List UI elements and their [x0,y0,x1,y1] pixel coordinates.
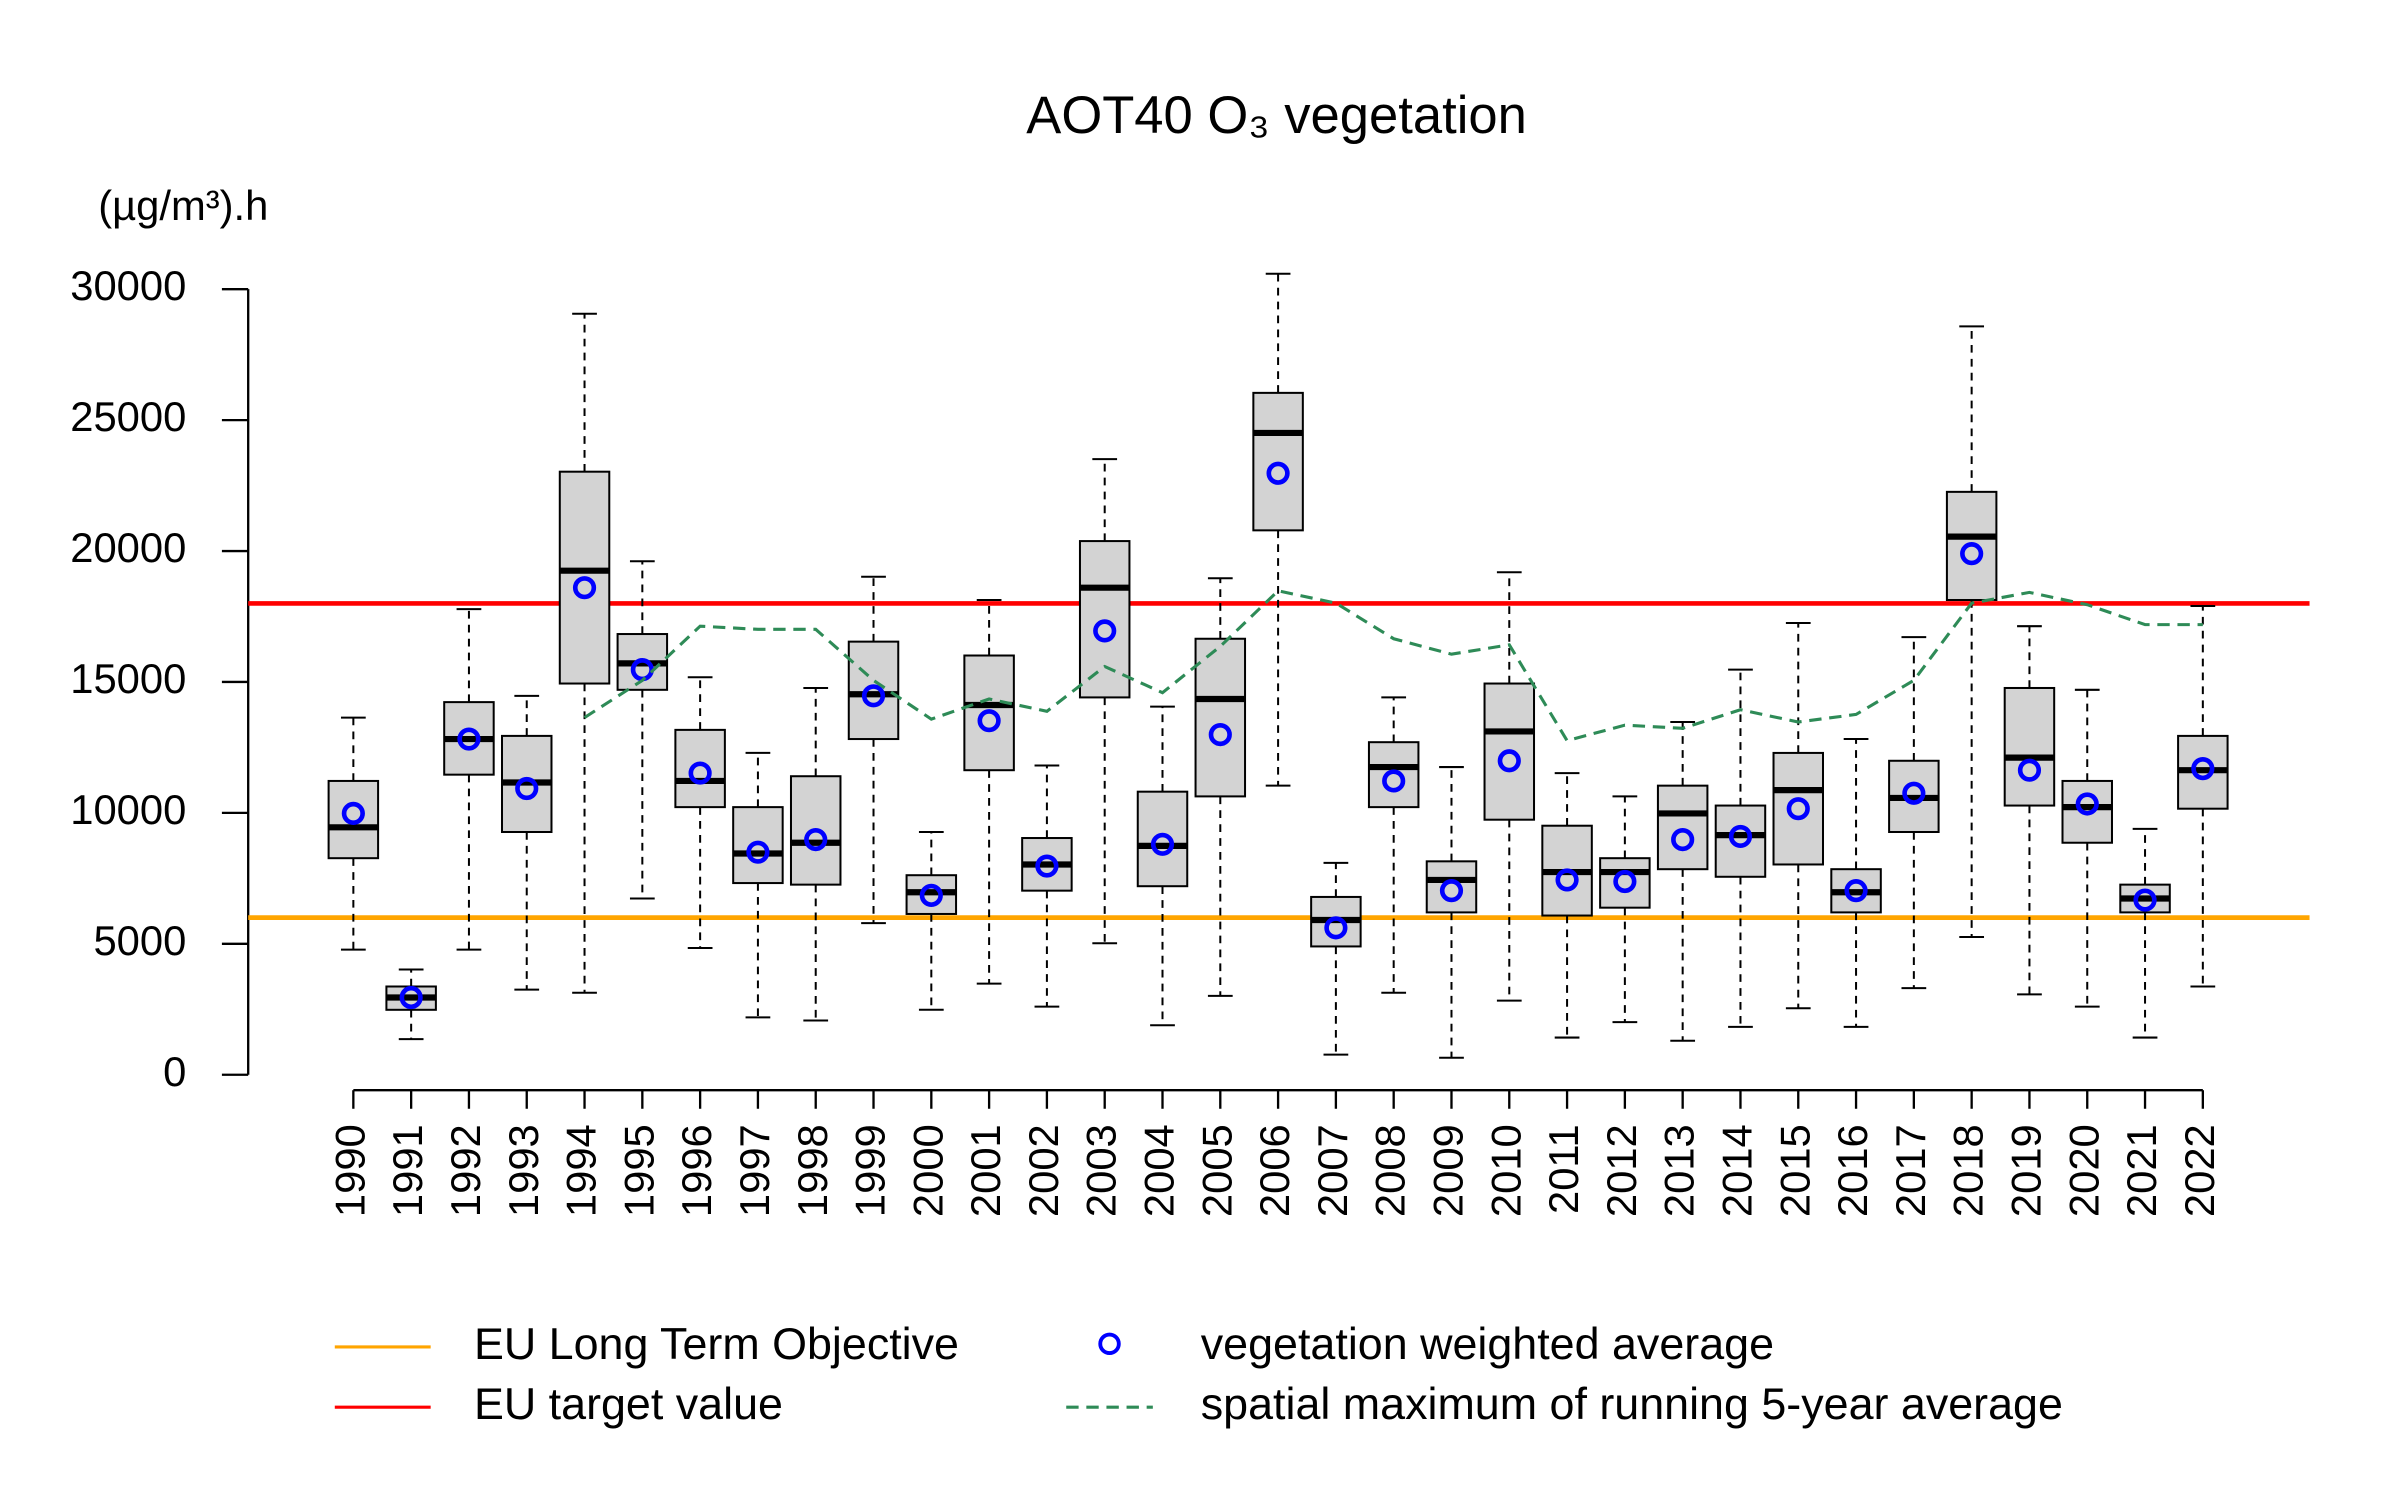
x-tick-label: 1996 [673,1124,720,1217]
mean-point [1613,869,1637,894]
mean-point [1439,879,1464,903]
x-tick-label: 2015 [1771,1124,1818,1217]
mean-point [1150,832,1175,856]
mean-point [1324,916,1348,940]
x-tick-label: 2011 [1540,1124,1587,1214]
x-tick-label: 2002 [1020,1124,1067,1217]
x-tick-label: 2005 [1193,1124,1240,1217]
y-tick-label: 25000 [70,393,186,440]
chart-title: AOT40 O₃ vegetation [1026,86,1527,145]
running-max-line [583,589,2203,743]
mean-point [341,801,365,826]
x-tick-label: 1995 [615,1124,662,1217]
mean-point [399,985,423,1010]
box [1656,784,1709,871]
mean-point [1266,461,1290,485]
box [1367,741,1420,809]
mean-point [1035,854,1059,878]
x-tick-label: 2010 [1482,1124,1529,1217]
x-tick-label: 2016 [1829,1124,1876,1217]
legend-label: vegetation weighted average [1201,1318,1774,1369]
mean-point [457,727,481,751]
mean-point [572,576,597,600]
x-tick-label: 1999 [847,1124,894,1217]
box [847,640,900,741]
mean-point [919,883,943,907]
y-tick-label: 15000 [70,655,186,702]
y-axis-label: (µg/m³).h [98,182,268,229]
x-tick-label: 2012 [1598,1124,1645,1217]
y-tick-label: 0 [163,1048,186,1095]
box [2003,686,2056,807]
mean-point [1555,868,1579,892]
mean-point [515,776,539,801]
mean-point [688,761,712,785]
mean-point [1208,722,1232,747]
box [327,779,380,860]
legend-swatch [1098,1332,1121,1356]
x-tick-label: 2000 [904,1124,951,1217]
mean-point [1093,619,1117,643]
x-tick-label: 1992 [442,1124,489,1217]
x-tick-label: 2007 [1309,1124,1356,1217]
mean-point [2017,758,2042,782]
x-tick-label: 2004 [1136,1124,1183,1217]
mean-point [977,709,1001,733]
y-tick-label: 5000 [93,917,186,964]
box [1252,391,1304,532]
box [1772,751,1825,866]
mean-point [804,827,828,852]
x-tick-label: 2020 [2060,1124,2107,1217]
mean-point [746,840,770,864]
mean-point [1497,749,1521,773]
mean-point [2191,757,2215,781]
mean-point [2133,888,2157,912]
x-tick-label: 1997 [731,1124,778,1217]
box [1136,790,1189,888]
x-tick-label: 1994 [558,1124,605,1217]
x-tick-label: 2018 [1945,1124,1992,1217]
x-tick-label: 2009 [1425,1124,1472,1217]
x-tick-label: 1993 [500,1124,547,1217]
legend-label: EU Long Term Objective [474,1318,959,1369]
box [1714,804,1767,878]
mean-point [1382,769,1406,793]
box [1078,540,1131,699]
x-tick-label: 2022 [2176,1124,2223,1217]
mean-point [861,684,886,708]
box [1194,637,1247,798]
box [674,728,726,809]
mean-point [1902,781,1926,805]
x-tick-label: 2003 [1078,1124,1125,1217]
y-tick-label: 10000 [70,786,186,833]
y-tick-label: 20000 [70,524,186,571]
x-tick-label: 1991 [384,1124,431,1217]
mean-point [1786,797,1810,821]
x-tick-label: 2008 [1367,1124,1414,1217]
x-tick-label: 2014 [1713,1124,1760,1217]
mean-point [1844,879,1868,903]
box [1425,860,1478,914]
x-tick-label: 2001 [962,1124,1009,1217]
box [1945,490,1998,602]
legend-label: spatial maximum of running 5-year averag… [1201,1378,2063,1429]
mean-point [1728,824,1753,849]
x-tick-label: 2006 [1251,1124,1298,1217]
y-tick-label: 30000 [70,262,186,309]
x-tick-label: 1998 [789,1124,836,1217]
mean-point [1671,827,1695,852]
x-tick-label: 1990 [326,1124,373,1217]
box [1599,857,1651,909]
mean-point [2075,792,2099,816]
legend-label: EU target value [474,1378,783,1429]
x-tick-label: 2021 [2118,1124,2165,1217]
x-tick-label: 2013 [1656,1124,1703,1217]
x-tick-label: 2017 [1887,1124,1934,1217]
x-tick-label: 2019 [2002,1124,2049,1217]
mean-point [1960,542,1984,566]
